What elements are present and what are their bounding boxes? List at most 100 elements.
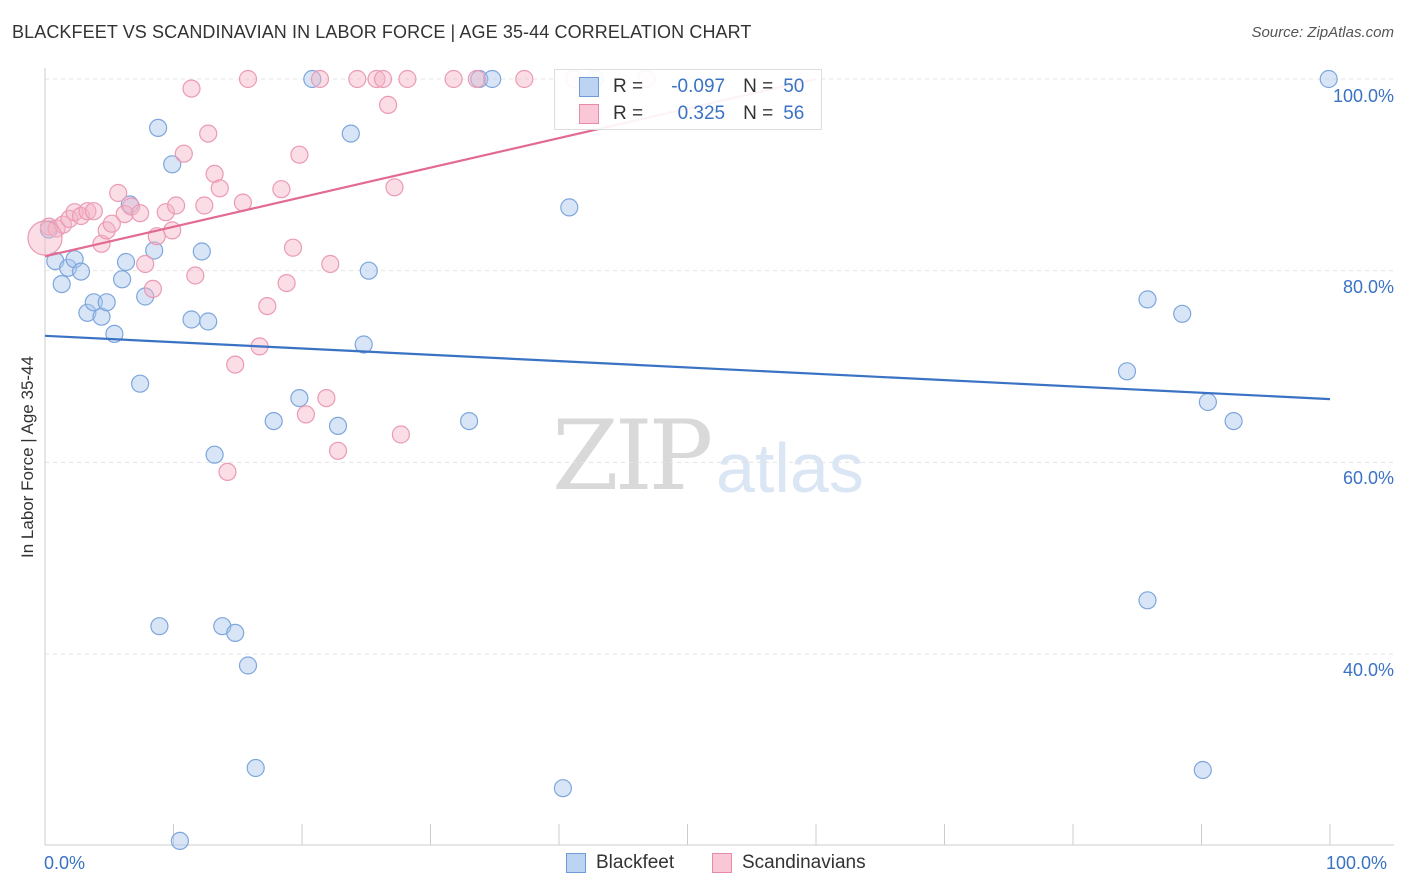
scandinavian-point [515,69,534,89]
blackfeet-point [205,445,224,464]
scandinavian-point [367,69,386,89]
scandinavian-point [102,214,121,233]
blackfeet-point [52,275,71,294]
scandinavian-point [444,69,463,89]
r-label: R = [613,103,644,124]
scandinavian-point [143,279,162,298]
scandinavian-point [398,69,417,89]
y-tick-label: 100.0% [1332,86,1394,106]
scandinavian-point [136,254,155,274]
scandinavian-point [348,69,367,89]
blackfeet-point [92,307,111,326]
scandinavian-point [84,202,103,221]
scandinavian-points [27,69,656,481]
scandinavian-point [373,69,393,89]
blackfeet-point [553,779,573,798]
blackfeet-point [483,69,502,89]
blackfeet-point [116,252,136,272]
blackfeet-point [1138,290,1157,309]
blackfeet-point [1117,362,1137,381]
blackfeet-points [39,69,1338,851]
scandinavian-point [167,196,186,215]
scandinavians-legend-label: Scandinavians [742,852,866,873]
blackfeet-point [1138,591,1157,610]
scandinavian-point [27,220,63,256]
scandinavians-n-value: 56 [783,103,805,124]
x-tick-label: 0.0% [44,853,86,873]
blackfeet-point [170,831,189,851]
blackfeet-point [1224,412,1243,431]
scandinavian-point [296,405,315,424]
scandinavian-point [218,462,237,481]
blackfeet-point [199,312,218,331]
blackfeet-point [149,118,168,138]
scandinavian-point [174,144,193,163]
scandinavian-point [379,95,398,115]
y-tick-label: 40.0% [1342,660,1394,680]
blackfeet-point [226,623,245,643]
scandinavian-point [78,202,97,221]
blackfeet-point [303,69,322,89]
y-tick-label: 80.0% [1342,277,1394,297]
n-label: N = [743,76,774,97]
blackfeet-point [136,287,155,306]
n-label: N = [743,103,774,124]
blackfeet-point [1193,760,1212,780]
blackfeet-point [1319,69,1338,89]
blackfeet-point [246,758,265,778]
scandinavian-point [156,203,175,222]
blackfeet-point [1173,304,1192,323]
scandinavian-point [385,178,404,197]
scandinavian-point [182,79,201,98]
scandinavian-point [317,389,336,408]
blackfeet-point [112,270,132,289]
blackfeet-point [145,241,164,260]
blackfeet-point [84,293,103,312]
bottom-legend-scandinavians: Scandinavians [712,852,866,874]
y-axis-label: In Labor Force | Age 35-44 [18,356,37,558]
bottom-legend-blackfeet: Blackfeet [566,852,674,874]
blackfeet-trend-line [44,334,1331,401]
scandinavian-point [226,355,245,374]
scandinavian-point [122,197,141,216]
source-label: Source: ZipAtlas.com [1251,24,1394,41]
scandinavians-swatch [579,104,599,124]
scandinavian-point [467,69,486,89]
scandinavian-point [310,69,330,89]
blackfeet-point [150,617,169,636]
scandinavian-point [238,69,258,89]
scandinavian-point [131,204,150,223]
scandinavian-point [277,274,296,293]
scandinavian-point [115,205,134,224]
scandinavian-point [328,441,348,460]
blackfeet-point [71,262,91,281]
blackfeet-point [460,412,479,431]
blackfeet-point [238,656,258,675]
blackfeet-swatch [579,77,599,97]
blackfeet-n-value: 50 [783,76,805,97]
blackfeet-point [1198,392,1218,412]
scandinavian-point [109,183,128,203]
scandinavian-point [210,179,229,198]
y-tick-label: 60.0% [1342,468,1394,488]
blackfeet-point [290,389,309,408]
blackfeet-point [182,310,201,329]
blackfeet-point [354,335,373,354]
r-label: R = [613,76,644,97]
scandinavians-legend-swatch [712,853,732,873]
blackfeet-point [97,293,116,312]
grid-lines [45,78,1394,655]
x-tick-label: 100.0% [1326,853,1388,873]
stats-legend: R = -0.097 N = 50 R = 0.325 N = 56 [554,69,822,130]
watermark-atlas: atlas [716,429,864,507]
axes [44,68,1394,846]
blackfeet-legend-label: Blackfeet [596,852,675,873]
blackfeet-point [359,261,378,280]
scandinavian-point [199,124,218,143]
scandinavian-point [195,196,214,215]
scandinavian-point [272,180,291,199]
scandinavian-point [321,254,340,274]
scandinavians-r-value: 0.325 [677,103,726,124]
blackfeet-point [341,124,360,143]
